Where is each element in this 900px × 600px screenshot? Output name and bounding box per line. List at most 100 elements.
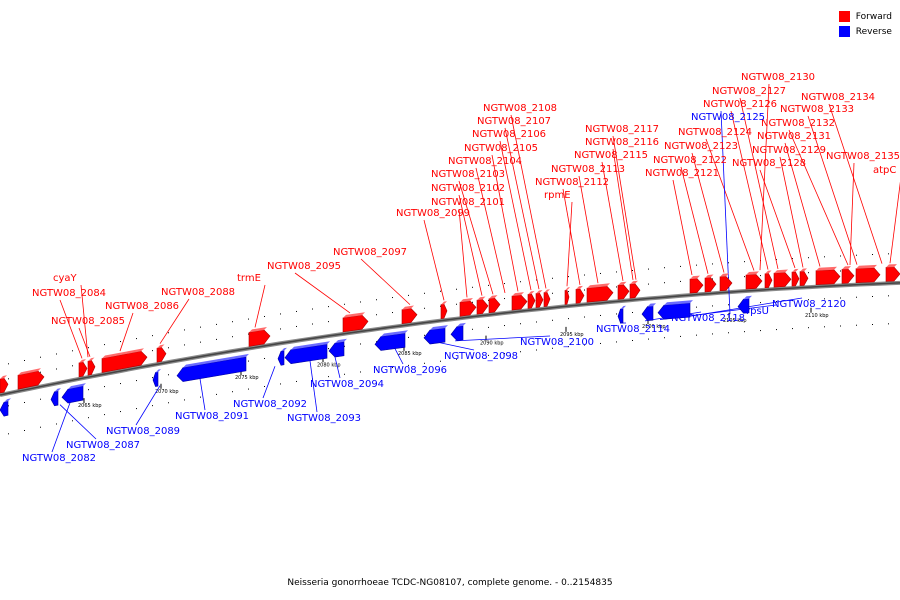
forward-gene-label: NGTW08_2102 bbox=[431, 183, 505, 194]
forward-guide-dot bbox=[72, 365, 73, 367]
forward-gene-label: NGTW08_2084 bbox=[32, 288, 106, 299]
reverse-gene-arrow bbox=[450, 325, 464, 341]
reverse-guide-dot bbox=[632, 339, 633, 341]
forward-leader-line bbox=[80, 284, 89, 358]
forward-gene-label: NGTW08_2105 bbox=[464, 143, 538, 154]
reverse-guide-dot bbox=[696, 334, 697, 336]
forward-gene-arrow bbox=[689, 278, 704, 294]
forward-guide-dot bbox=[280, 313, 281, 315]
forward-guide-dot bbox=[88, 347, 89, 349]
reverse-guide-dot bbox=[248, 388, 249, 390]
reverse-guide-dot bbox=[200, 396, 201, 398]
ruler-shadow bbox=[0, 280, 900, 397]
forward-guide-dot bbox=[520, 281, 521, 283]
reverse-guide-dot bbox=[120, 411, 121, 413]
forward-gene-arrow-top bbox=[79, 359, 86, 363]
reverse-guide-dot bbox=[456, 358, 457, 360]
forward-guide-dot bbox=[216, 323, 217, 325]
forward-gene-arrow bbox=[629, 283, 641, 299]
forward-leader-line bbox=[788, 129, 849, 266]
forward-leader-line bbox=[807, 115, 858, 265]
scale-tick-label: 2075 kbp bbox=[235, 375, 259, 381]
forward-gene-arrow-top bbox=[536, 290, 543, 294]
reverse-gene-arrow bbox=[277, 350, 285, 366]
forward-guide-dot bbox=[712, 278, 713, 280]
reverse-guide-dot bbox=[600, 342, 601, 344]
forward-leader-line bbox=[254, 284, 266, 328]
forward-gene-label: NGTW08_2122 bbox=[653, 155, 727, 166]
reverse-guide-dot bbox=[488, 326, 489, 328]
forward-leader-line bbox=[78, 327, 91, 357]
reverse-guide-dot bbox=[760, 330, 761, 332]
reverse-guide-dot bbox=[8, 433, 9, 435]
reverse-guide-dot bbox=[152, 377, 153, 379]
reverse-guide-dot bbox=[24, 401, 25, 403]
forward-leader-line bbox=[360, 258, 411, 305]
forward-gene-label: NGTW08_2103 bbox=[431, 169, 505, 180]
forward-leader-line bbox=[59, 299, 83, 359]
forward-leader-line bbox=[705, 138, 755, 271]
reverse-guide-dot bbox=[408, 336, 409, 338]
forward-guide-dot bbox=[56, 353, 57, 355]
forward-guide-dot bbox=[824, 256, 825, 258]
reverse-guide-dot bbox=[584, 316, 585, 318]
reverse-guide-dot bbox=[728, 332, 729, 334]
forward-guide-dot bbox=[456, 303, 457, 305]
reverse-gene-arrow bbox=[284, 343, 328, 365]
reverse-guide-dot bbox=[376, 341, 377, 343]
forward-gene-arrow bbox=[401, 308, 418, 325]
reverse-gene-arrow-top bbox=[743, 295, 752, 300]
reverse-gene-label: NGTW08_2118 bbox=[671, 313, 745, 324]
reverse-guide-dot bbox=[872, 324, 873, 326]
forward-leader-line bbox=[159, 298, 190, 344]
forward-guide-dot bbox=[8, 363, 9, 365]
reverse-gene-arrow-top bbox=[291, 341, 330, 350]
reverse-guide-dot bbox=[664, 337, 665, 339]
forward-leader-line bbox=[458, 194, 483, 296]
reverse-gene-arrow-top bbox=[620, 305, 626, 309]
forward-guide-dot bbox=[392, 312, 393, 314]
forward-gene-arrow-top bbox=[544, 289, 550, 293]
reverse-guide-dot bbox=[712, 305, 713, 307]
reverse-guide-dot bbox=[600, 314, 601, 316]
reverse-gene-arrow bbox=[641, 305, 654, 321]
forward-gene-arrow-top bbox=[587, 283, 610, 289]
forward-guide-dot bbox=[872, 254, 873, 256]
reverse-swatch bbox=[838, 26, 850, 37]
forward-gene-label: NGTW08_2088 bbox=[161, 287, 235, 298]
reverse-guide-dot bbox=[24, 429, 25, 431]
forward-guide-dot bbox=[328, 321, 329, 323]
reverse-guide-dot bbox=[680, 335, 681, 337]
forward-gene-arrow bbox=[156, 347, 167, 363]
reverse-guide-dot bbox=[424, 362, 425, 364]
reverse-guide-dot bbox=[648, 338, 649, 340]
forward-leader-line bbox=[889, 181, 900, 264]
forward-leader-line bbox=[849, 162, 855, 266]
forward-gene-arrow-top bbox=[856, 264, 877, 269]
forward-gene-arrow bbox=[488, 297, 501, 314]
reverse-gene-label: rpsU bbox=[746, 306, 769, 317]
forward-gene-arrow bbox=[527, 293, 536, 309]
forward-guide-dot bbox=[120, 341, 121, 343]
reverse-gene-label: NGTW08_2091 bbox=[175, 411, 249, 422]
forward-guide-dot bbox=[200, 326, 201, 328]
forward-guide-dot bbox=[152, 350, 153, 352]
reverse-guide-dot bbox=[408, 364, 409, 366]
forward-gene-arrow bbox=[476, 299, 489, 315]
forward-gene-arrow bbox=[78, 361, 88, 378]
forward-guide-dot bbox=[328, 306, 329, 308]
reverse-gene-arrow-top bbox=[155, 369, 161, 373]
forward-guide-dot bbox=[56, 368, 57, 370]
legend-forward-label: Forward bbox=[855, 11, 892, 22]
scale-tick-label: 2080 kbp bbox=[317, 362, 341, 368]
forward-gene-label: NGTW08_2134 bbox=[801, 92, 875, 103]
forward-guide-dot bbox=[584, 274, 585, 276]
forward-gene-arrow bbox=[764, 273, 773, 289]
forward-gene-label: NGTW08_2133 bbox=[780, 104, 854, 115]
forward-guide-dot bbox=[72, 350, 73, 352]
reverse-guide-dot bbox=[792, 328, 793, 330]
forward-guide-dot bbox=[680, 265, 681, 267]
forward-guide-dot bbox=[104, 344, 105, 346]
forward-leader-line bbox=[504, 127, 540, 290]
reverse-leader-line bbox=[454, 335, 551, 342]
